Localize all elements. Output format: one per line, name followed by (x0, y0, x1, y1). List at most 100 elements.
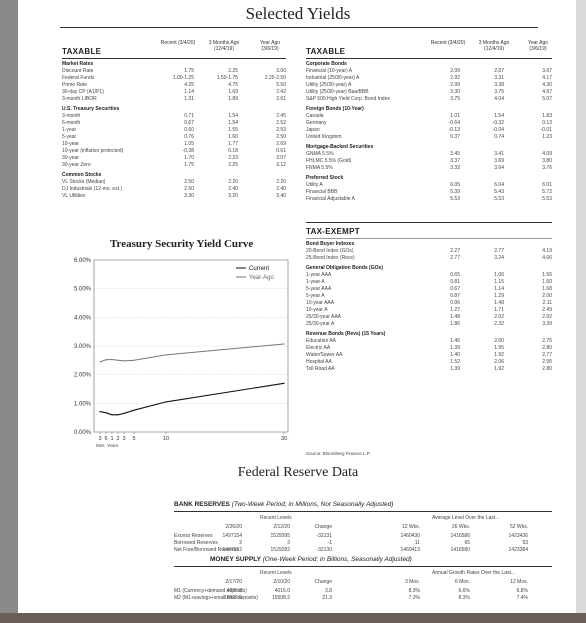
scan-edge-left (0, 0, 18, 623)
row-value: 3.40 (276, 193, 286, 199)
row-label: 1-year (62, 127, 77, 133)
data-point (165, 354, 167, 356)
row-value: 1.54 (494, 113, 504, 119)
row-value: 1.60 (228, 134, 238, 140)
row-value: 3.32 (450, 165, 460, 171)
legend-label: Year-Ago (249, 275, 274, 281)
row-value: 3.75 (494, 89, 504, 95)
row-value: 2.80 (542, 366, 552, 372)
row-value: 2.50 (184, 179, 194, 185)
row-value: 6.8% (516, 588, 528, 594)
page-title: Selected Yields (245, 4, 351, 23)
row-value: 3.00 (276, 68, 286, 74)
row-label: 25-Bond Index (Revs) (306, 255, 355, 261)
right-header-rule (306, 58, 552, 59)
row-value: -0.64 (448, 120, 460, 126)
data-point (123, 360, 125, 362)
row-value: 3.76 (542, 165, 552, 171)
row-value: 1.29 (494, 293, 504, 299)
row-label: United Kingdom (306, 134, 342, 140)
money-rule (174, 566, 552, 567)
row-value: 4.04 (494, 96, 504, 102)
row-label: 30-day CP (A1/P1) (62, 89, 104, 95)
row-value: 2.95 (542, 359, 552, 365)
row-label: 5-year A (306, 293, 325, 299)
row-value: 3.67 (542, 68, 552, 74)
row-value: 4.75 (228, 82, 238, 88)
row-value: 1.68 (542, 286, 552, 292)
row-value: 65 (464, 540, 470, 546)
row-label: 5-year (62, 134, 77, 140)
row-label: GNMA 5.5% (306, 151, 334, 157)
group-heading-label: Preferred Stock (306, 175, 344, 181)
row-value: 15508.2 (271, 595, 290, 601)
row-value: 1.60 (542, 279, 552, 285)
row-value: 2.06 (494, 359, 504, 365)
row-label: Discount Rate (62, 68, 94, 74)
document-page: Selected Yields TAXABLE Recent (3/4/20) … (24, 0, 572, 613)
row-value: 2.49 (542, 307, 552, 313)
row-value: -0.13 (448, 127, 460, 133)
row-value: 1.00-1.25 (172, 75, 194, 81)
row-value: 2.32 (494, 321, 504, 327)
row-value: 1.56 (542, 272, 552, 278)
row-value: 5.43 (494, 189, 504, 195)
data-point (117, 414, 119, 416)
x-tick-label: 2 (116, 436, 119, 442)
row-value: 1.50-1.75 (216, 75, 238, 81)
row-value: 1.01 (450, 113, 460, 119)
row-value: 2.50 (276, 134, 286, 140)
row-value: 4.67 (542, 89, 552, 95)
row-label: 10-year (62, 141, 79, 147)
column-header: 3 Mos. (404, 579, 420, 585)
column-header: Change (314, 524, 332, 530)
row-value: -32130 (316, 547, 332, 553)
row-value: 1416586 (450, 533, 470, 539)
row-label: 1-year A (306, 279, 325, 285)
recent-levels-label: Recent Levels (260, 515, 292, 521)
row-value: 2.40 (276, 186, 286, 192)
group-heading-label: Market Rates (62, 61, 94, 67)
row-value: 2.50 (184, 186, 194, 192)
right-col-3mo: 3 Months Ago (12/4/19) (478, 40, 510, 52)
title-rule (60, 27, 538, 28)
row-value: 1.83 (542, 113, 552, 119)
column-header: 26 Wks. (451, 524, 470, 530)
row-value: 1.54 (228, 120, 238, 126)
left-header-rule (62, 58, 286, 59)
row-value: -1 (327, 540, 332, 546)
row-value: 5.07 (542, 96, 552, 102)
row-value: 4.09 (542, 151, 552, 157)
row-value: 6.05 (450, 182, 460, 188)
row-value: 0.67 (184, 120, 194, 126)
row-value: 3.20 (228, 193, 238, 199)
row-label: Electric AA (306, 345, 331, 351)
row-value: 0.37 (450, 134, 460, 140)
data-point (133, 359, 135, 361)
average-title-label: Annual Growth Rates Over the Last... (432, 570, 516, 576)
row-label: M2 (M1+savings+small time deposits) (174, 595, 258, 601)
yield-curve-chart: 0.00%1.00%2.00%3.00%4.00%5.00%6.00%3 6 1 2 3… (74, 258, 289, 448)
row-label: FHLMC 5.5% (Gold) (306, 158, 352, 164)
row-value: 15529.5 (223, 595, 242, 601)
row-value: 1.95 (494, 345, 504, 351)
column-header: 6 Mos. (454, 579, 470, 585)
group-heading-label: Corporate Bonds (306, 61, 347, 67)
row-value: 3.80 (542, 158, 552, 164)
row-label: VL Stocks (Median) (62, 179, 106, 185)
left-taxable-heading: TAXABLE (62, 47, 102, 56)
right-col-year: Year Ago (3/6/19) (527, 40, 549, 52)
row-value: 5.53 (494, 196, 504, 202)
row-value: -0.01 (540, 127, 552, 133)
row-label: 25/30-year AAA (306, 314, 342, 320)
row-label: 30-year (62, 155, 79, 161)
left-col-3mo: 3 Months Ago (12/4/19) (208, 40, 240, 52)
row-value: 1.27 (450, 307, 460, 313)
row-value: 2.77 (494, 248, 504, 254)
row-value: 0.65 (450, 272, 460, 278)
row-value: 2.25 (228, 68, 238, 74)
row-label: DJ Industrials (12-mo. est.) (62, 186, 123, 192)
row-value: 3.07 (276, 155, 286, 161)
money-supply-subtitle: (One-Week Period; in Billions, Seasonall… (262, 556, 412, 563)
row-label: Prime Rate (62, 82, 88, 88)
